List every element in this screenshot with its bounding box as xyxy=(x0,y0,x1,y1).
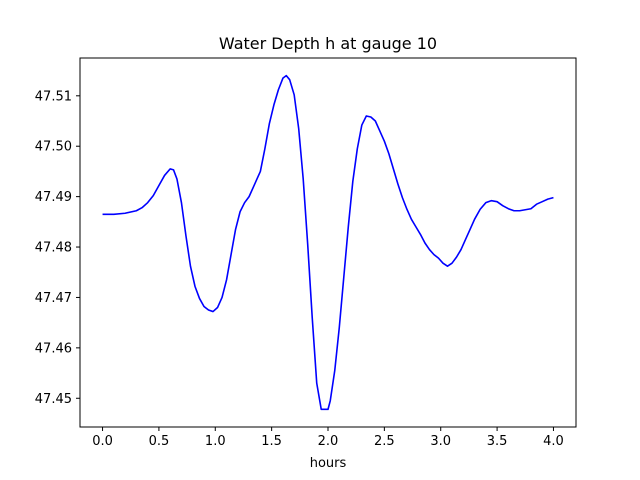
y-tick-label: 47.47 xyxy=(35,291,72,306)
x-tick-label: 3.0 xyxy=(430,434,451,449)
plot-area: 0.0 0.5 1.0 1.5 2.0 2.5 3.0 3.5 4.0 47.45 47.46 47.… xyxy=(35,57,577,449)
series-line-0 xyxy=(102,74,554,411)
x-tick-label: 2.0 xyxy=(318,434,339,449)
y-tick-label: 47.51 xyxy=(35,89,72,104)
x-tick-label: 0.5 xyxy=(149,434,170,449)
x-tick-label: 2.5 xyxy=(374,434,395,449)
x-tick-label: 3.5 xyxy=(487,434,508,449)
y-tick-label: 47.50 xyxy=(35,140,72,155)
y-tick-label: 47.45 xyxy=(35,392,72,407)
y-tick-label: 47.49 xyxy=(35,190,72,205)
x-tick-label: 1.0 xyxy=(205,434,226,449)
y-tick-label: 47.46 xyxy=(35,341,72,356)
x-tick-label: 1.5 xyxy=(261,434,282,449)
y-tick-label: 47.48 xyxy=(35,241,72,256)
x-tick-label: 0.0 xyxy=(92,434,113,449)
x-axis-label: hours xyxy=(310,456,347,471)
plot-frame xyxy=(79,57,577,428)
chart-title: Water Depth h at gauge 10 xyxy=(219,34,437,53)
x-tick-label: 4.0 xyxy=(543,434,564,449)
